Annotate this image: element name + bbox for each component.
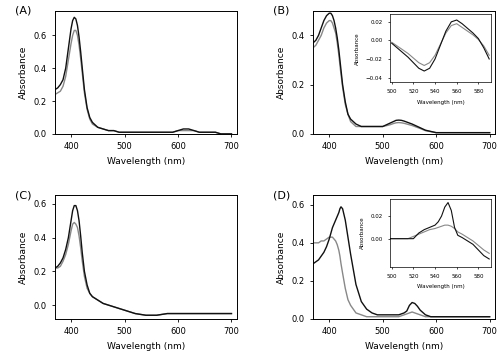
Text: (A): (A) [15,6,32,16]
Text: (B): (B) [273,6,289,16]
Text: (C): (C) [15,190,32,200]
X-axis label: Wavelength (nm): Wavelength (nm) [365,342,443,350]
Y-axis label: Absorbance: Absorbance [277,45,286,99]
X-axis label: Wavelength (nm): Wavelength (nm) [107,342,185,350]
X-axis label: Wavelength (nm): Wavelength (nm) [365,157,443,166]
Y-axis label: Absorbance: Absorbance [19,230,28,284]
Text: (D): (D) [273,190,290,200]
Y-axis label: Absorbance: Absorbance [19,45,28,99]
X-axis label: Wavelength (nm): Wavelength (nm) [107,157,185,166]
Y-axis label: Absorbance: Absorbance [277,230,286,284]
